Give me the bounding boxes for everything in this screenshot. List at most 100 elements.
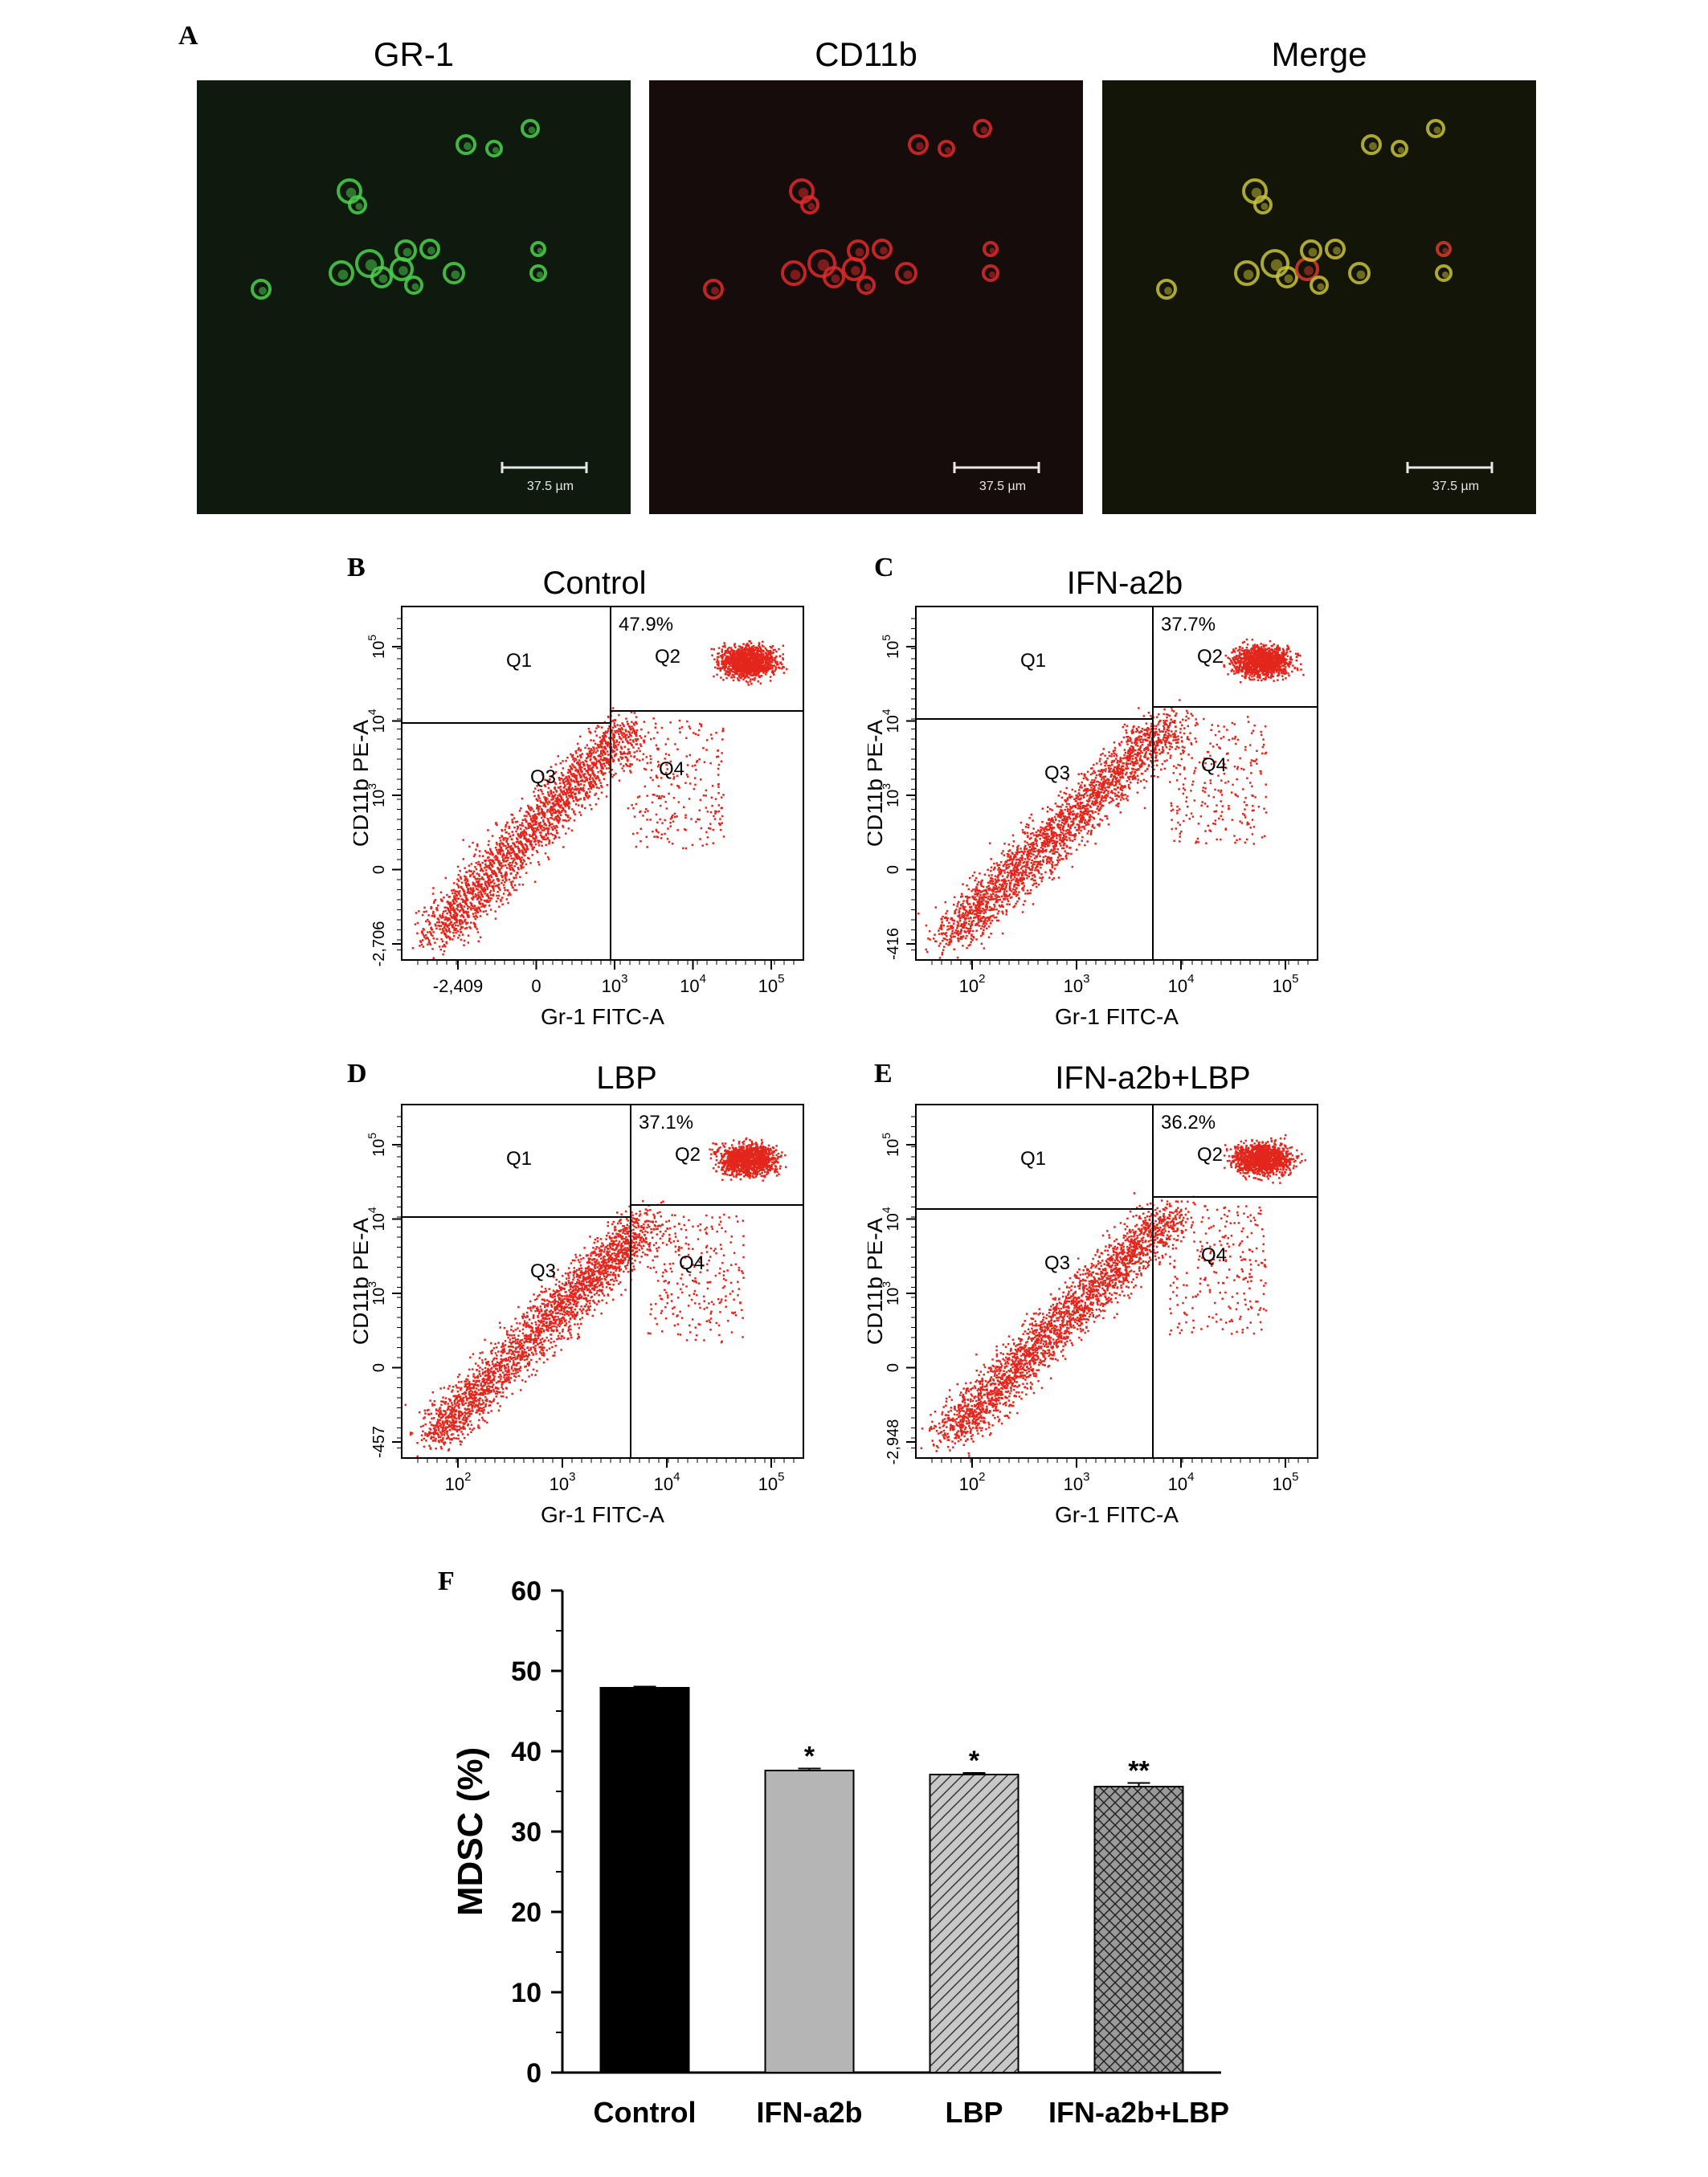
x-tick-label: 104 <box>1168 1470 1195 1494</box>
scale-bar-label: 37.5 µm <box>527 480 574 493</box>
cell-core <box>537 247 543 254</box>
cell-core <box>989 247 995 254</box>
y-tick-label: -2,948 <box>885 1419 902 1465</box>
cell-core <box>1308 247 1318 257</box>
q2-percent: 47.9% <box>619 614 673 635</box>
cell <box>1234 260 1260 286</box>
cell-core <box>798 187 809 198</box>
x-axis-label: Gr-1 FITC-A <box>1055 1004 1179 1029</box>
cell-core <box>980 126 988 134</box>
cell <box>1253 195 1273 214</box>
q2-percent: 36.2% <box>1161 1112 1216 1133</box>
quadrant-label-q4: Q4 <box>1201 754 1227 776</box>
cell <box>895 262 917 284</box>
y-tick-label: 105 <box>880 1133 902 1157</box>
q2-percent: 37.1% <box>639 1112 693 1133</box>
quadrant-label-q3: Q3 <box>1044 762 1070 784</box>
x-tick-label: 105 <box>758 1470 785 1494</box>
x-tick-label: 105 <box>1273 1470 1299 1494</box>
cell-core <box>337 269 349 280</box>
y-tick-label: 105 <box>880 635 902 659</box>
x-tick-label: 105 <box>758 972 785 996</box>
y-tick-label: 10 <box>511 1978 541 2008</box>
y-tick-label: 0 <box>885 1363 902 1372</box>
cell <box>251 279 272 300</box>
cell-core <box>1304 266 1314 276</box>
y-axis-label: CD11b PE-A <box>353 1218 373 1346</box>
cell-core <box>988 271 996 279</box>
cell-core <box>1284 274 1293 284</box>
cell <box>1436 241 1452 257</box>
cell-core <box>880 247 888 255</box>
y-axis-label: CD11b PE-A <box>353 720 373 848</box>
cell-core <box>464 142 472 150</box>
micro-background <box>1102 80 1536 514</box>
y-tick-label: 20 <box>511 1897 541 1928</box>
x-tick-label: 103 <box>1064 972 1090 996</box>
cell-core <box>345 187 357 198</box>
significance-marker: ** <box>1128 1756 1150 1787</box>
y-tick-label: 0 <box>370 865 388 874</box>
quadrant-label-q2: Q2 <box>1197 1144 1223 1166</box>
cell-core <box>1397 146 1405 154</box>
x-tick-label: 102 <box>959 972 986 996</box>
cell-core <box>492 146 500 154</box>
cell-core <box>1164 287 1172 295</box>
cell <box>456 134 476 155</box>
x-tick-label: Control <box>594 2096 697 2129</box>
cell <box>348 195 367 214</box>
y-axis-label: MDSC (%) <box>451 1747 490 1916</box>
x-tick-label: 103 <box>1064 1470 1090 1494</box>
cell-core <box>1261 202 1269 210</box>
cell <box>1156 279 1177 300</box>
bar-ifn-a2b <box>764 1770 855 2073</box>
x-axis-label: Gr-1 FITC-A <box>1055 1502 1179 1527</box>
cell <box>847 239 869 262</box>
flow-title-ifn-lbp: IFN-a2b+LBP <box>1055 1060 1251 1096</box>
cell-core <box>427 247 435 255</box>
cell-core <box>944 146 952 154</box>
y-tick-label: 0 <box>526 2058 541 2089</box>
significance-marker: * <box>969 1746 980 1776</box>
panel-letter-d: D <box>347 1059 367 1088</box>
cell-core <box>1317 283 1325 291</box>
cell <box>703 279 724 300</box>
cell-core <box>851 266 860 276</box>
cell-core <box>402 247 412 257</box>
cell <box>1276 266 1298 288</box>
scatter-points <box>917 638 1305 959</box>
cell <box>938 140 955 157</box>
cell <box>800 195 819 214</box>
plot-frame <box>401 606 804 961</box>
cell <box>1435 264 1453 282</box>
y-tick-label: 0 <box>370 1363 388 1372</box>
cell-core <box>864 283 872 291</box>
cell-core <box>1333 247 1341 255</box>
quadrant-label-q1: Q1 <box>506 650 532 672</box>
micro-title-gr1: GR-1 <box>373 35 455 73</box>
cell-core <box>536 271 544 279</box>
cell <box>1310 276 1329 295</box>
quadrant-label-q3: Q3 <box>530 1260 556 1282</box>
cell-core <box>903 270 913 280</box>
cell-core <box>855 247 864 257</box>
cell <box>529 264 547 282</box>
cell <box>404 276 423 295</box>
cell <box>983 241 999 257</box>
cell-core <box>831 274 840 284</box>
y-tick-label: -416 <box>885 928 902 960</box>
micro-image-gr1: 37.5 µm <box>197 80 631 514</box>
bar-chart-mdsc: 0 10 20 30 40 50 60 MDSC (%) Control * IFN-a2b * LBP… <box>451 1576 1229 2129</box>
scale-bar-label: 37.5 µm <box>1432 480 1479 493</box>
cell <box>1261 249 1289 278</box>
cell <box>419 239 440 259</box>
panel-letter-f: F <box>438 1566 455 1596</box>
cell <box>1426 119 1445 138</box>
cell <box>807 249 836 278</box>
cell-core <box>398 266 408 276</box>
x-tick-label: -2,409 <box>433 976 483 996</box>
y-axis-label: CD11b PE-A <box>868 1218 887 1346</box>
